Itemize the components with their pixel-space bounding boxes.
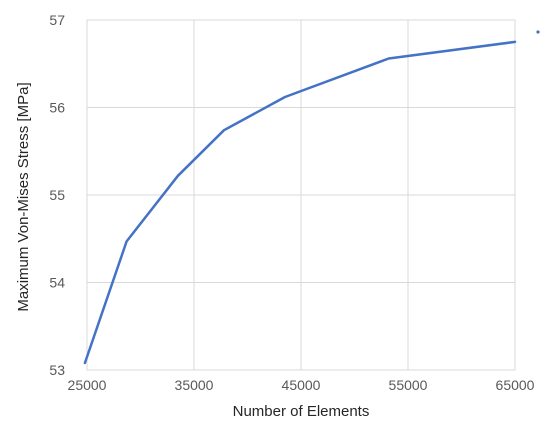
y-tick-label: 55 [49,187,65,203]
y-tick-label: 56 [49,100,65,116]
y-tick-label: 57 [49,12,65,28]
legend-marker [536,30,540,34]
x-tick-label: 65000 [496,377,535,393]
x-tick-label: 35000 [175,377,214,393]
y-tick-label: 53 [49,362,65,378]
y-tick-labels: 53 54 55 56 57 [49,12,65,378]
x-tick-label: 45000 [282,377,321,393]
x-tick-label: 25000 [68,377,107,393]
y-axis-title: Maximum Von-Mises Stress [MPa] [15,82,32,311]
series-group [83,40,517,365]
x-tick-labels: 25000 35000 45000 55000 65000 [68,377,535,393]
x-axis-title: Number of Elements [233,403,370,420]
series-line [83,40,517,365]
y-tick-label: 54 [49,275,65,291]
grid-lines [86,19,516,371]
x-tick-label: 55000 [389,377,428,393]
